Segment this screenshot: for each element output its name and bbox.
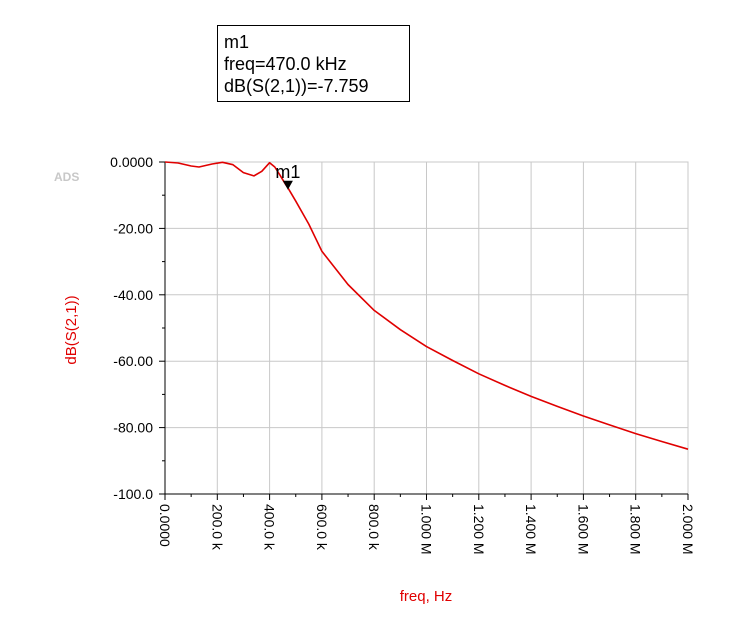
x-tick-label: 1.400 M bbox=[523, 504, 539, 555]
y-tick-label: -80.00 bbox=[113, 420, 153, 436]
marker-triangle[interactable] bbox=[282, 180, 293, 190]
x-tick-label: 1.000 M bbox=[419, 504, 435, 555]
x-axis-label: freq, Hz bbox=[400, 588, 453, 605]
x-tick-label: 2.000 M bbox=[680, 504, 696, 555]
marker-value: dB(S(2,1))=-7.759 bbox=[224, 76, 369, 96]
x-tick-labels: 0.0000 200.0 k 400.0 k 600.0 k 800.0 k 1.000 … bbox=[157, 504, 696, 555]
y-tick-label: -40.00 bbox=[113, 287, 153, 303]
x-tick-label: 800.0 k bbox=[366, 504, 382, 551]
y-tick-label: -100.0 bbox=[113, 486, 153, 502]
marker-freq: freq=470.0 kHz bbox=[224, 54, 347, 74]
marker-layer: m1 bbox=[275, 162, 300, 190]
x-tick-label: 1.800 M bbox=[628, 504, 644, 555]
grid bbox=[165, 162, 688, 494]
marker-label: m1 bbox=[275, 162, 300, 182]
marker-readout-box: m1 freq=470.0 kHz dB(S(2,1))=-7.759 bbox=[217, 25, 410, 102]
y-tick-label: -60.00 bbox=[113, 353, 153, 369]
y-tick-label: -20.00 bbox=[113, 220, 153, 236]
marker-name: m1 bbox=[224, 32, 250, 52]
series-layer bbox=[164, 161, 689, 450]
plot-frame bbox=[159, 161, 689, 500]
series-line bbox=[164, 161, 689, 450]
x-tick-label: 600.0 k bbox=[314, 504, 330, 551]
y-axis-label: dB(S(2,1)) bbox=[63, 295, 80, 364]
x-tick-label: 1.600 M bbox=[575, 504, 591, 555]
y-tick-label: 0.0000 bbox=[110, 154, 153, 170]
x-tick-label: 0.0000 bbox=[157, 504, 173, 547]
y-tick-labels: 0.0000 -20.00 -40.00 -60.00 -80.00 -100.0 bbox=[110, 154, 153, 502]
x-tick-label: 200.0 k bbox=[209, 504, 225, 551]
x-tick-label: 400.0 k bbox=[262, 504, 278, 551]
x-tick-label: 1.200 M bbox=[471, 504, 487, 555]
ads-watermark: ADS bbox=[54, 170, 80, 184]
